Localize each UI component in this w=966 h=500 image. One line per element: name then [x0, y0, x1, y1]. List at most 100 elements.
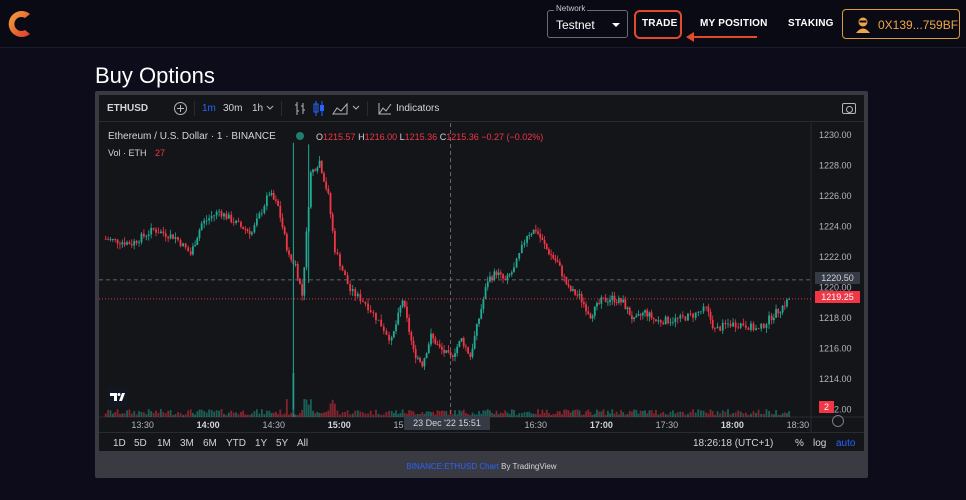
nav-staking-link[interactable]: STAKING — [788, 18, 834, 29]
volume-bar — [114, 412, 117, 417]
range-ytd-button[interactable]: YTD — [226, 438, 246, 449]
candle-body — [213, 215, 216, 217]
interval-30m-button[interactable]: 30m — [223, 103, 243, 114]
chevron-down-icon[interactable] — [266, 105, 274, 111]
indicators-button[interactable]: Indicators — [396, 103, 440, 114]
y-tick-label: 1218.00 — [819, 313, 852, 323]
candle-body — [419, 357, 421, 362]
clock-timezone-button[interactable]: 18:26:18 (UTC+1) — [693, 438, 774, 449]
range-1y-button[interactable]: 1Y — [255, 438, 268, 449]
toolbar-divider — [194, 101, 195, 116]
network-value: Testnet — [556, 18, 595, 32]
candle-body — [449, 352, 452, 356]
candle-body — [762, 323, 765, 329]
y-tick-label: 1224.00 — [819, 222, 852, 232]
candle-body — [724, 322, 727, 325]
volume-bar — [187, 410, 190, 417]
chart-bottom-bar: 1D 5D 1M 3M 6M YTD 1Y 5Y All 18:26:18 (U… — [99, 432, 864, 451]
candle-body — [299, 278, 301, 285]
range-3m-button[interactable]: 3M — [180, 438, 194, 449]
candle-body — [692, 313, 694, 318]
volume-bar — [344, 412, 346, 417]
candle-body — [554, 258, 557, 261]
x-tick-label: 13:30 — [131, 420, 154, 430]
network-select[interactable]: Network Testnet — [547, 4, 628, 38]
range-5y-button[interactable]: 5Y — [276, 438, 289, 449]
volume-bar — [121, 413, 124, 417]
chart-toolbar: ETHUSD 1m 30m 1h Indicators — [99, 95, 864, 122]
candle-body — [775, 309, 777, 318]
candle-body — [465, 346, 467, 348]
gear-icon[interactable] — [832, 415, 844, 427]
candle-body — [250, 232, 253, 235]
candle-body — [248, 230, 251, 235]
range-1m-button[interactable]: 1M — [157, 438, 171, 449]
chart-credit-link[interactable]: BINANCE:ETHUSD Chart — [406, 462, 499, 471]
tradingview-chart[interactable]: ETHUSD 1m 30m 1h Indicators 1230.00 1228.… — [99, 95, 864, 451]
app-logo[interactable] — [4, 6, 36, 42]
volume-bar — [299, 413, 301, 417]
price-plot[interactable]: 1230.00 1228.00 1226.00 1224.00 1222.00 1220.… — [99, 95, 864, 432]
auto-scale-toggle[interactable]: auto — [836, 438, 856, 449]
volume-bar — [567, 410, 570, 417]
x-tick-label: 17:00 — [590, 420, 613, 430]
candle-body — [314, 169, 317, 171]
nav-trade-link[interactable]: TRADE — [642, 18, 678, 29]
candle-body — [697, 311, 700, 313]
symbol-search-button[interactable]: ETHUSD — [107, 103, 149, 114]
volume-bar — [786, 413, 788, 417]
candle-body — [410, 331, 413, 341]
range-1d-button[interactable]: 1D — [113, 438, 126, 449]
nav-my-position-link[interactable]: MY POSITION — [700, 18, 768, 29]
range-all-button[interactable]: All — [297, 438, 309, 449]
log-scale-toggle[interactable]: log — [813, 438, 827, 449]
volume-bar — [416, 414, 419, 417]
chevron-down-icon[interactable] — [352, 105, 360, 111]
volume-bar — [128, 409, 131, 417]
candle-body — [253, 225, 256, 233]
candle-body — [436, 344, 439, 346]
percent-scale-toggle[interactable]: % — [795, 438, 804, 449]
tradingview-logo-icon[interactable] — [107, 387, 127, 407]
range-5d-button[interactable]: 5D — [134, 438, 147, 449]
x-tick-label: 15:00 — [328, 420, 351, 430]
bar-style-icon[interactable] — [294, 101, 306, 116]
candle-body — [258, 213, 261, 219]
range-6m-button[interactable]: 6M — [203, 438, 217, 449]
volume-bar — [382, 414, 385, 417]
camera-icon[interactable] — [842, 103, 856, 114]
volume-bar — [341, 412, 344, 417]
interval-1m-button[interactable]: 1m — [202, 103, 216, 114]
volume-bar — [227, 412, 230, 417]
candle-body — [416, 357, 419, 359]
volume-bar — [111, 413, 114, 417]
volume-bar — [669, 411, 672, 417]
volume-bar — [721, 410, 724, 417]
area-style-icon[interactable] — [332, 102, 348, 115]
candle-body — [655, 319, 657, 322]
candle-body — [119, 243, 121, 245]
interval-1h-button[interactable]: 1h — [252, 103, 264, 114]
candles-style-icon[interactable] — [313, 100, 325, 117]
compare-plus-icon[interactable] — [174, 102, 187, 115]
wallet-button[interactable]: 0X139...759BF — [842, 9, 960, 39]
volume-bar — [116, 409, 119, 417]
volume-bar — [471, 412, 474, 417]
candle-body — [152, 227, 155, 230]
volume-bar — [489, 410, 491, 417]
candle-body — [534, 229, 537, 232]
candle-body — [469, 353, 472, 357]
candle-body — [305, 231, 308, 268]
indicators-icon[interactable] — [378, 102, 392, 115]
volume-bar — [155, 410, 157, 417]
candle-body — [172, 234, 174, 239]
candle-body — [628, 307, 631, 316]
volume-bar — [307, 404, 310, 417]
candle-body — [526, 235, 528, 243]
volume-bar — [208, 409, 211, 417]
volume-bar — [644, 410, 646, 417]
volume-bar — [508, 413, 511, 417]
wallet-address: 0X139...759BF — [878, 18, 959, 32]
volume-bar — [296, 414, 299, 417]
candle-body — [456, 346, 459, 354]
